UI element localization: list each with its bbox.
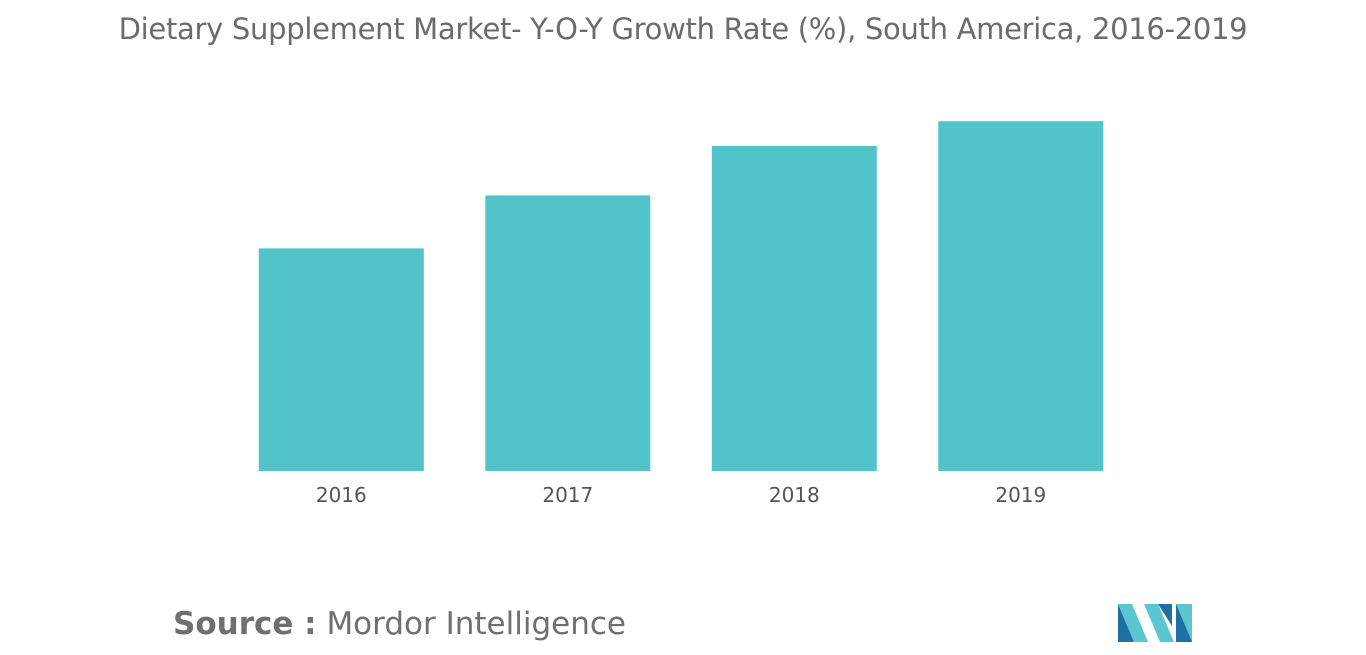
logo-left-dark xyxy=(1118,604,1134,642)
logo-right-dark xyxy=(1176,604,1192,642)
x-tick-label-2018: 2018 xyxy=(769,483,820,507)
bar-2018 xyxy=(711,145,877,471)
x-tick-label-2019: 2019 xyxy=(995,483,1046,507)
source-name: Mordor Intelligence xyxy=(326,606,626,642)
bar-2017 xyxy=(485,195,651,471)
source-prefix: Source : xyxy=(173,606,317,642)
bars-group xyxy=(258,121,1104,471)
mordor-intelligence-logo-icon xyxy=(1118,604,1192,642)
bar-chart: 2016 2017 2018 2019 xyxy=(258,121,1104,507)
chart-title: Dietary Supplement Market- Y-O-Y Growth … xyxy=(118,12,1248,46)
logo-left-shape xyxy=(1118,604,1148,642)
bar-2019 xyxy=(938,121,1104,471)
logo-middle-dark xyxy=(1158,604,1172,626)
bar-2016 xyxy=(258,248,424,471)
x-tick-labels-group: 2016 2017 2018 2019 xyxy=(316,483,1046,507)
x-tick-label-2016: 2016 xyxy=(316,483,367,507)
source-note: Source : Mordor Intelligence xyxy=(173,606,626,642)
x-tick-label-2017: 2017 xyxy=(542,483,593,507)
logo-middle-shape xyxy=(1144,604,1174,642)
